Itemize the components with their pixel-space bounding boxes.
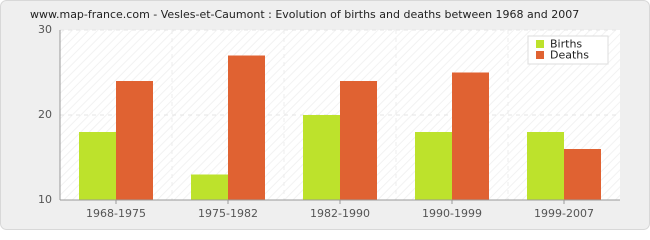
y-tick-label: 30	[38, 23, 52, 36]
bar	[79, 132, 116, 200]
bar	[303, 115, 340, 200]
x-tick-label: 1990-1999	[422, 207, 482, 220]
x-tick-label: 1975-1982	[198, 207, 258, 220]
bar	[564, 149, 601, 200]
chart-title: www.map-france.com - Vesles-et-Caumont :…	[30, 8, 579, 21]
y-tick-label: 20	[38, 108, 52, 121]
legend-label: Deaths	[550, 49, 589, 62]
y-tick-label: 10	[38, 193, 52, 206]
legend-label: Births	[550, 38, 582, 51]
legend-swatch	[536, 51, 544, 59]
bar	[415, 132, 452, 200]
x-tick-label: 1999-2007	[534, 207, 594, 220]
x-tick-label: 1968-1975	[86, 207, 146, 220]
bar	[527, 132, 564, 200]
bar	[340, 81, 377, 200]
bar	[228, 55, 265, 200]
x-tick-label: 1982-1990	[310, 207, 370, 220]
legend-swatch	[536, 40, 544, 48]
bar	[452, 72, 489, 200]
bar	[191, 174, 228, 200]
bar	[116, 81, 153, 200]
chart: www.map-france.com - Vesles-et-Caumont :…	[0, 0, 650, 230]
